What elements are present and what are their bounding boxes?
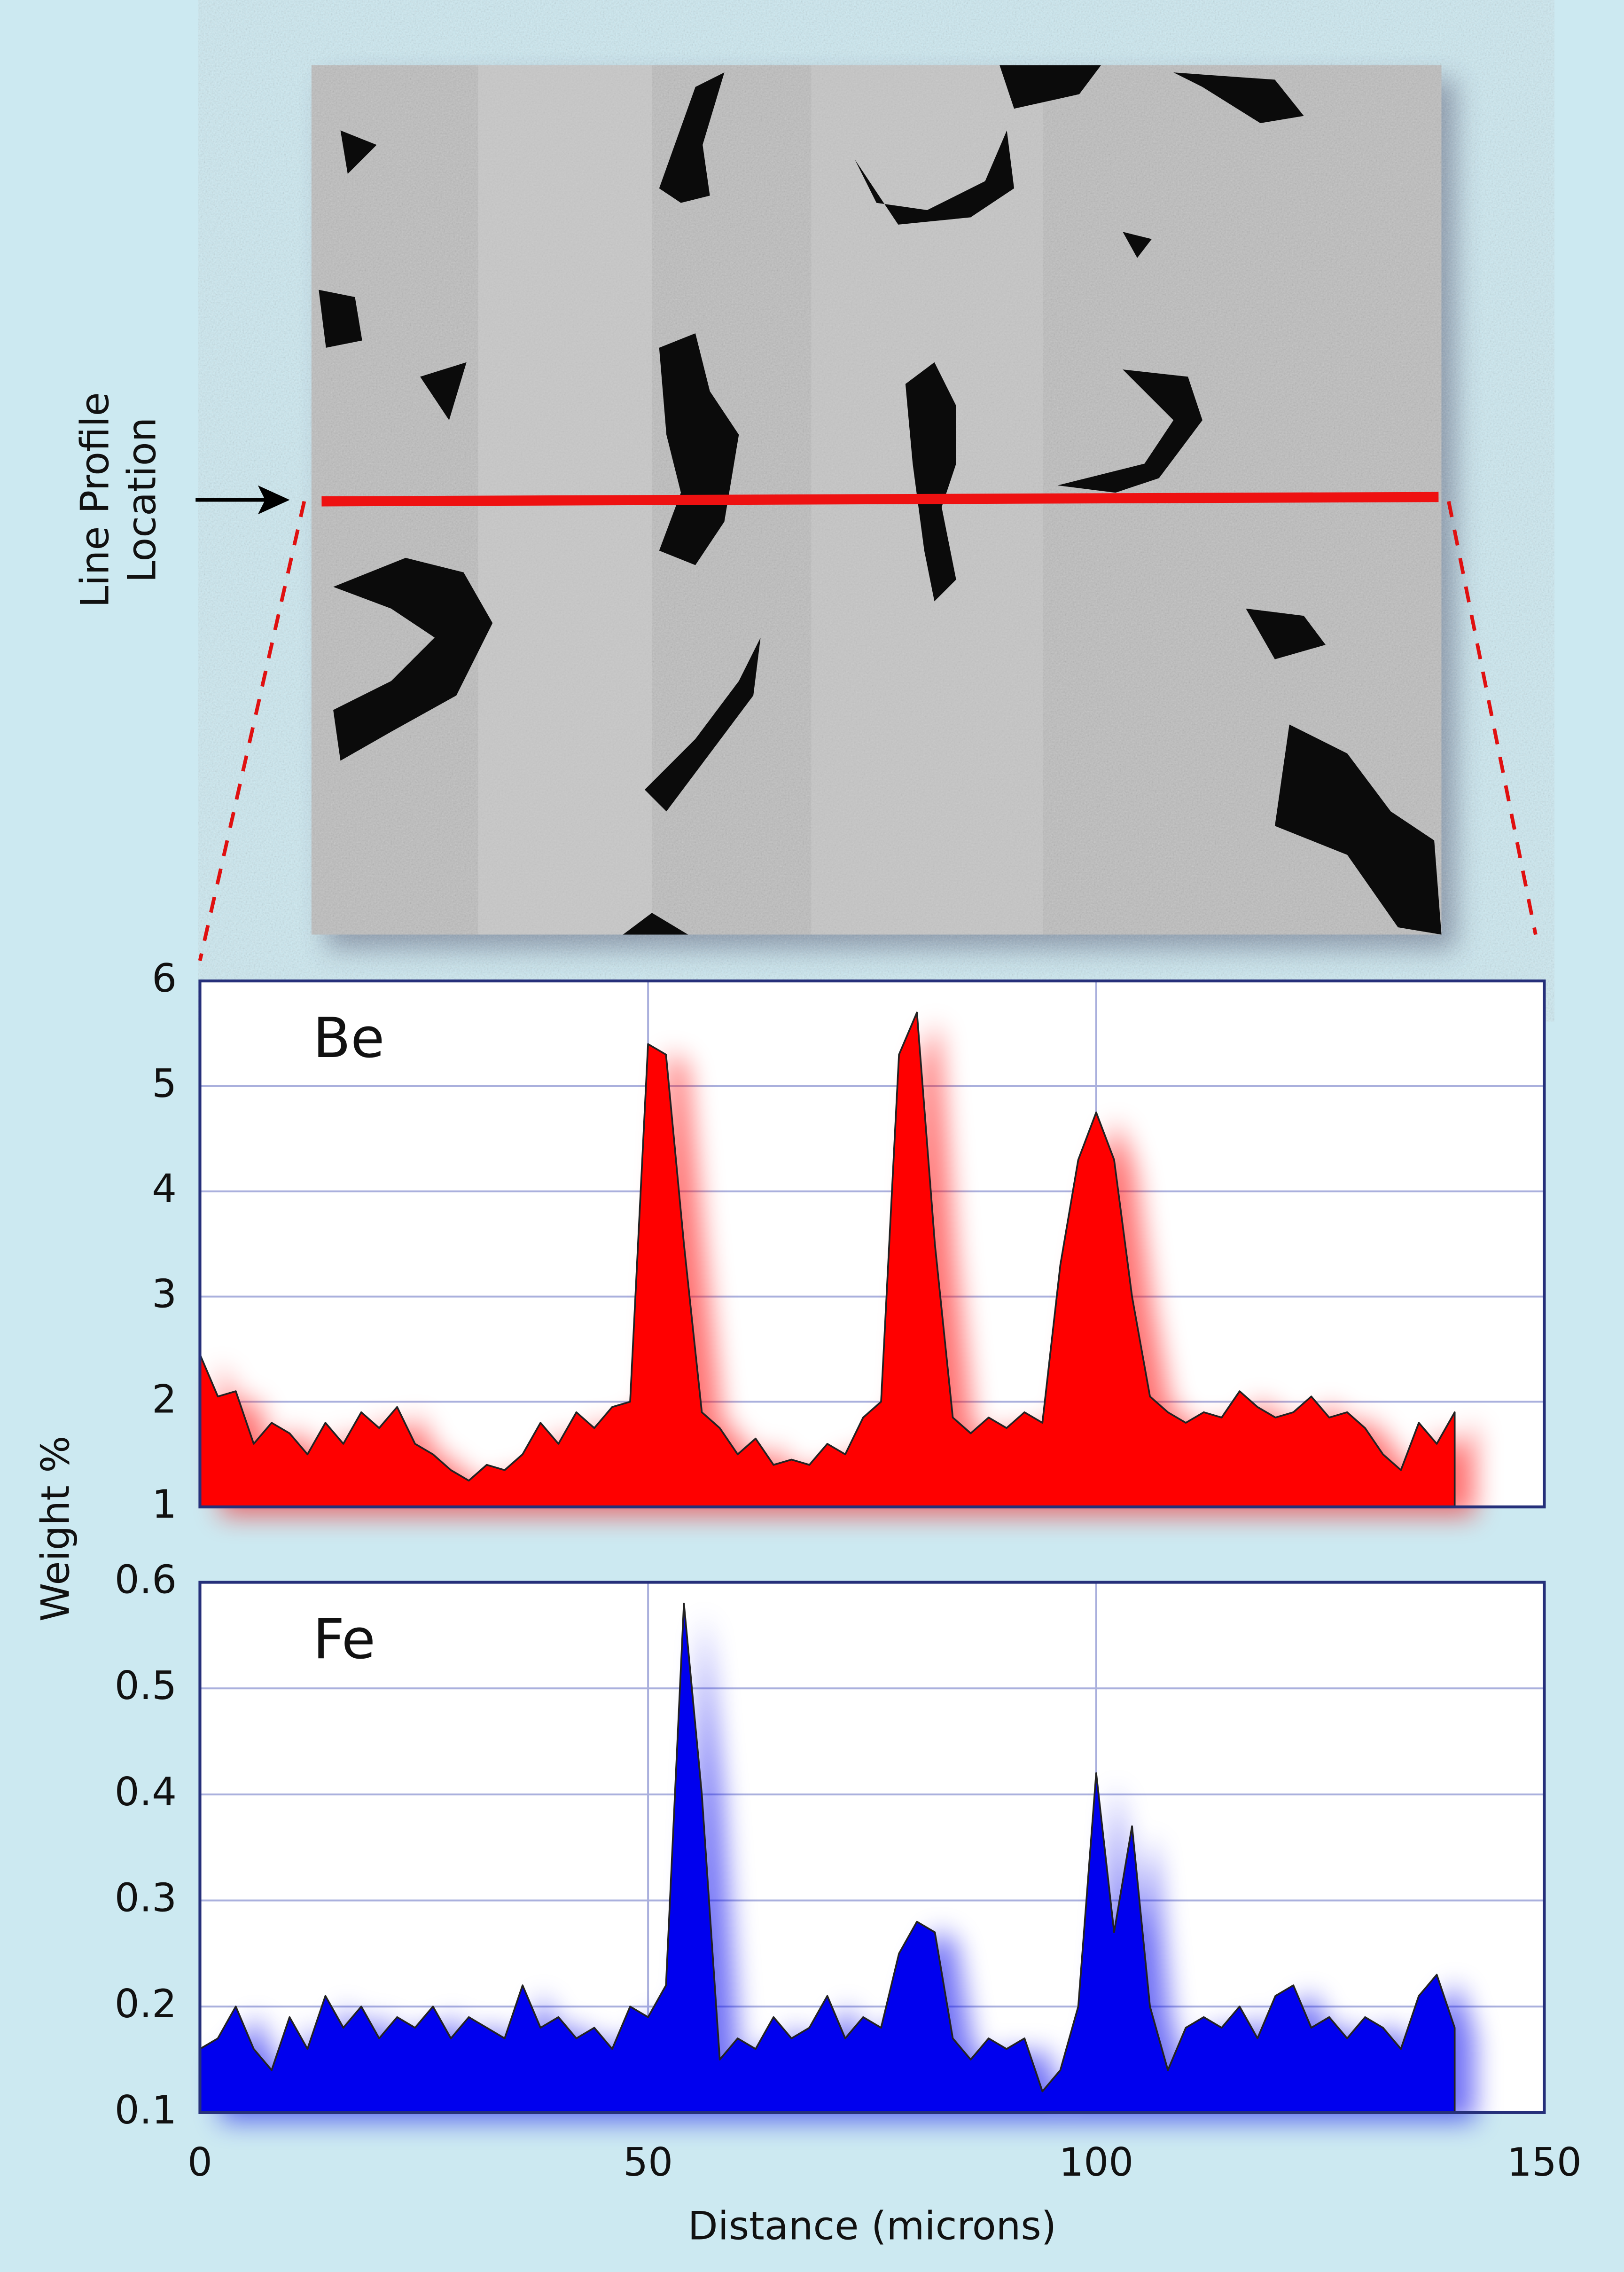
area-shadow: [220, 1612, 1475, 2122]
y-tick-label: 3: [152, 1271, 177, 1317]
area: [199, 1602, 1456, 2114]
y-tick-label: 0.3: [115, 1875, 177, 1920]
zoom-guide: [198, 501, 306, 961]
y-tick-label: 0.5: [115, 1663, 177, 1708]
zoom-guide: [1447, 501, 1538, 935]
plot-frame: [198, 1581, 1546, 2114]
y-tick-label: 2: [152, 1376, 177, 1422]
y-tick-label: 0.6: [115, 1557, 177, 1602]
x-tick-label: 50: [623, 2139, 673, 2185]
y-tick-label: 0.1: [115, 2087, 177, 2133]
y-tick-label: 4: [152, 1166, 177, 1212]
annotation: Line Profile Location: [72, 392, 164, 608]
y-axis-label: Weight %: [32, 1436, 78, 1622]
y-tick-label: 1: [152, 1481, 177, 1527]
x-tick-label: 100: [1059, 2139, 1133, 2185]
profile-line: [321, 492, 1439, 507]
area: [199, 1011, 1456, 1508]
y-tick-label: 0.4: [115, 1769, 177, 1815]
series-label: Fe: [313, 1607, 375, 1671]
x-tick-label: 150: [1507, 2139, 1582, 2185]
x-axis-label: Distance (microns): [688, 2203, 1057, 2248]
y-tick-label: 6: [152, 956, 177, 1001]
x-tick-label: 0: [187, 2139, 212, 2185]
plot-frame: [198, 979, 1546, 1509]
area-shadow: [220, 1021, 1475, 1516]
y-tick-label: 0.2: [115, 1981, 177, 2027]
y-tick-label: 5: [152, 1061, 177, 1106]
arrow-head: [258, 485, 290, 515]
series-label: Be: [313, 1006, 384, 1070]
